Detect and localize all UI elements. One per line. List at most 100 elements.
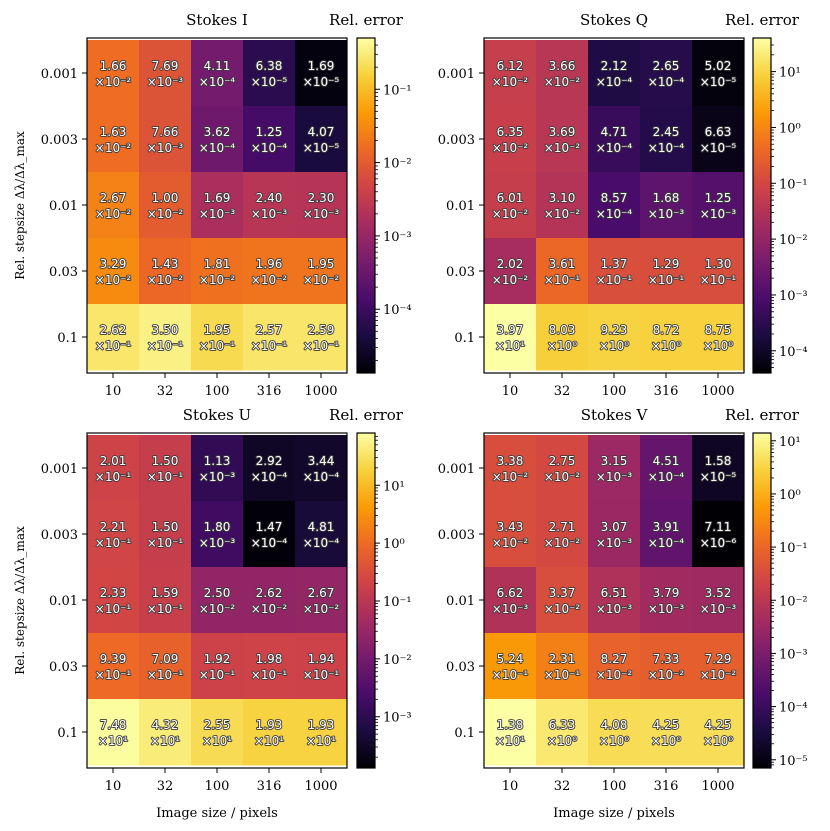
colorbar-label: Rel. error: [725, 406, 800, 424]
heatmap-cell: [87, 304, 140, 371]
cell-value-label: 4.71: [601, 125, 628, 139]
heatmap-cell: [139, 435, 192, 502]
heatmap-cell: [295, 699, 348, 766]
cell-value-label: 1.95: [308, 257, 335, 271]
y-tick-label: 0.003: [41, 528, 78, 543]
cell-exponent-label: ×10⁻¹: [199, 668, 236, 682]
cell-value-label: 3.79: [653, 586, 680, 600]
colorbar: [356, 432, 376, 769]
cell-exponent-label: ×10⁻¹: [95, 339, 132, 353]
cell-value-label: 1.58: [705, 454, 732, 468]
heatmap-cell: [243, 699, 296, 766]
heatmap-cell: [191, 567, 244, 634]
cell-exponent-label: ×10⁻¹: [147, 339, 184, 353]
cell-value-label: 1.69: [308, 59, 335, 73]
heatmap-cell: [692, 633, 745, 700]
cell-exponent-label: ×10⁻⁴: [596, 141, 633, 155]
y-tick-label: 0.03: [446, 660, 475, 675]
cell-exponent-label: ×10⁻¹: [596, 273, 633, 287]
cell-value-label: 3.66: [549, 59, 576, 73]
cell-exponent-label: ×10⁰: [651, 734, 681, 748]
cell-exponent-label: ×10⁻²: [492, 470, 529, 484]
cell-exponent-label: ×10⁻¹: [544, 668, 581, 682]
cell-exponent-label: ×10⁻¹: [147, 536, 184, 550]
x-tick-label: 10: [105, 779, 122, 794]
cell-exponent-label: ×10⁻²: [700, 668, 737, 682]
cell-exponent-label: ×10¹: [202, 734, 232, 748]
heatmap-cell: [191, 238, 244, 305]
cell-exponent-label: ×10⁰: [651, 339, 681, 353]
cell-value-label: 1.66: [100, 59, 127, 73]
x-tick-label: 316: [654, 384, 679, 399]
x-tick-label: 316: [257, 779, 282, 794]
heatmap-cell: [484, 172, 537, 239]
heatmap-cell: [536, 304, 589, 371]
cell-exponent-label: ×10⁻¹: [147, 470, 184, 484]
heatmap-cell: [640, 567, 693, 634]
y-tick-label: 0.1: [454, 726, 475, 741]
x-tick-label: 32: [554, 384, 571, 399]
y-axis-label: Rel. stepsize Δλ/Δλ_max: [13, 526, 27, 675]
heatmap-cell: [139, 172, 192, 239]
x-tick-label: 100: [205, 384, 230, 399]
heatmap-cell: [484, 106, 537, 173]
heatmap-cell: [484, 501, 537, 568]
heatmap-cell: [87, 699, 140, 766]
cell-exponent-label: ×10⁻³: [303, 207, 340, 221]
heatmap-cell: [640, 106, 693, 173]
cell-exponent-label: ×10⁻²: [544, 75, 581, 89]
cell-exponent-label: ×10⁻⁴: [251, 536, 288, 550]
heatmap-cell: [588, 501, 641, 568]
cell-value-label: 1.68: [653, 191, 680, 205]
cell-value-label: 6.33: [549, 718, 576, 732]
cell-exponent-label: ×10⁻⁴: [199, 141, 236, 155]
cell-value-label: 2.62: [100, 323, 127, 337]
cell-value-label: 6.38: [256, 59, 283, 73]
cell-value-label: 1.38: [497, 718, 524, 732]
cell-exponent-label: ×10⁻⁴: [648, 75, 685, 89]
x-tick-label: 316: [654, 779, 679, 794]
panel-title: Stokes U: [183, 406, 251, 424]
heatmap-cell: [588, 238, 641, 305]
x-tick-label: 100: [205, 779, 230, 794]
cell-exponent-label: ×10⁻²: [492, 207, 529, 221]
colorbar-tick-label: 10⁻¹: [779, 177, 808, 192]
cell-value-label: 8.27: [601, 652, 628, 666]
cell-exponent-label: ×10⁰: [703, 734, 733, 748]
cell-value-label: 3.61: [549, 257, 576, 271]
cell-exponent-label: ×10⁻⁵: [251, 75, 288, 89]
cell-value-label: 8.72: [653, 323, 680, 337]
heatmap-cell: [588, 567, 641, 634]
cell-value-label: 2.31: [549, 652, 576, 666]
heatmap-cell: [536, 172, 589, 239]
cell-exponent-label: ×10⁻¹: [648, 273, 685, 287]
heatmap-cell: [243, 106, 296, 173]
heatmap-cell: [588, 435, 641, 502]
heatmap-cell: [640, 238, 693, 305]
heatmap-cell: [243, 172, 296, 239]
cell-value-label: 2.30: [308, 191, 335, 205]
heatmap-cell: [640, 699, 693, 766]
heatmap-cell: [536, 633, 589, 700]
cell-value-label: 2.02: [497, 257, 524, 271]
cell-exponent-label: ×10⁻⁴: [303, 536, 340, 550]
y-tick-label: 0.001: [41, 462, 78, 477]
cell-exponent-label: ×10⁰: [703, 339, 733, 353]
cell-value-label: 2.45: [653, 125, 680, 139]
x-axis-label: Image size / pixels: [156, 806, 278, 821]
heatmap-cell: [191, 172, 244, 239]
heatmap-cell: [295, 238, 348, 305]
cell-value-label: 1.37: [601, 257, 628, 271]
cell-value-label: 1.69: [204, 191, 231, 205]
heatmap-cell: [139, 106, 192, 173]
y-tick-label: 0.1: [57, 726, 78, 741]
cell-value-label: 1.63: [100, 125, 127, 139]
cell-value-label: 3.29: [100, 257, 127, 271]
colorbar-tick-label: 10⁻³: [779, 289, 808, 304]
heatmap-cell: [243, 40, 296, 107]
cell-exponent-label: ×10⁻³: [199, 207, 236, 221]
x-tick-label: 10: [502, 384, 519, 399]
cell-value-label: 2.01: [100, 454, 127, 468]
cell-value-label: 1.59: [152, 586, 179, 600]
